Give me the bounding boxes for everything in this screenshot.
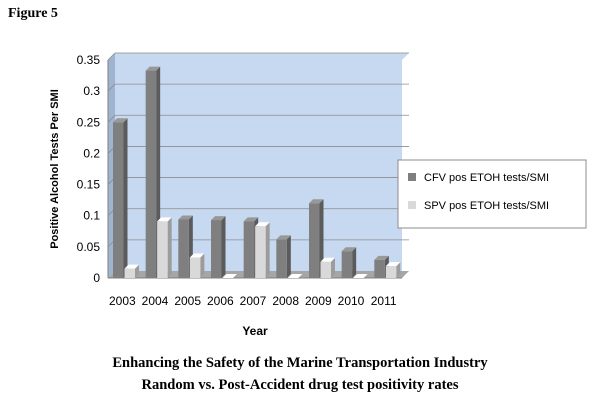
bar: [222, 274, 237, 278]
bar-side: [352, 247, 357, 278]
bar: [211, 216, 226, 278]
bar: [309, 199, 324, 278]
bar: [113, 118, 128, 279]
x-tick-label: 2008: [272, 294, 299, 308]
gridline: [107, 83, 409, 92]
bar-top: [113, 118, 128, 123]
bar-side: [200, 253, 205, 278]
x-tick-label: 2005: [174, 294, 201, 308]
y-tick-label: 0.35: [77, 53, 101, 67]
bar-top: [374, 255, 389, 260]
legend-swatch: [408, 173, 416, 181]
legend-label: SPV pos ETOH tests/SMI: [424, 200, 549, 212]
bar-top: [287, 274, 303, 278]
bar-side: [123, 118, 128, 279]
bar-front: [145, 70, 157, 279]
bar-top: [353, 274, 368, 278]
bar-top: [145, 66, 161, 71]
x-tick-label: 2011: [371, 294, 397, 308]
figure-label: Figure 5: [8, 6, 58, 21]
x-axis-ticks: 2003 2004 2005 2006 2007 2008 2009 2010 2011: [109, 294, 397, 308]
bar: [276, 235, 291, 278]
bar-top: [189, 253, 205, 258]
bar-front: [309, 203, 320, 278]
bar: [255, 222, 270, 278]
y-tick-label: 0.2: [83, 146, 100, 160]
y-tick-label: 0.25: [77, 115, 101, 129]
x-tick-label: 2004: [142, 294, 169, 308]
bar-top: [320, 257, 335, 262]
x-tick-label: 2010: [338, 294, 365, 308]
x-tick-label: 2003: [109, 294, 136, 308]
bar-front: [178, 219, 189, 278]
caption-line-1: Enhancing the Safety of the Marine Trans…: [112, 355, 488, 371]
legend-box: [397, 159, 587, 229]
bar-side: [221, 216, 226, 278]
bar-front: [341, 251, 353, 278]
bar-front: [276, 239, 287, 278]
bar: [385, 262, 401, 278]
bar: [157, 217, 172, 278]
caption-line-2: Random vs. Post-Accident drug test posit…: [141, 377, 459, 393]
bar-top: [222, 274, 237, 278]
bar-top: [124, 264, 139, 269]
y-tick-label: 0.1: [83, 209, 100, 223]
x-tick-label: 2007: [240, 294, 267, 308]
y-tick-label: 0.15: [77, 178, 101, 192]
bar-front: [157, 221, 168, 278]
gridline: [107, 52, 409, 61]
bars: [113, 66, 401, 279]
bar-side: [135, 264, 139, 278]
bar: [287, 274, 303, 278]
bar-side: [167, 217, 172, 278]
bar-side: [396, 262, 401, 278]
bar-top: [385, 262, 401, 267]
y-tick-label: 0.3: [83, 84, 100, 98]
bar-top: [157, 217, 172, 222]
bar-front: [189, 257, 201, 278]
bar-top: [276, 235, 291, 240]
bar-top: [309, 199, 324, 204]
y-tick-label: 0.05: [77, 240, 101, 254]
bar-side: [265, 222, 270, 278]
bar-front: [211, 220, 222, 278]
bar-side: [286, 235, 291, 278]
bar-chart: 00.050.10.150.20.250.30.35 2003 2004 2005 2…: [49, 52, 587, 338]
bar-front: [124, 268, 135, 278]
x-tick-label: 2006: [207, 294, 234, 308]
bar-top: [211, 216, 226, 221]
bar: [341, 247, 357, 278]
bar-front: [113, 122, 124, 279]
x-tick-label: 2009: [305, 294, 332, 308]
bar-front: [320, 261, 331, 278]
bar-front: [255, 226, 266, 278]
y-axis-ticks: 0 0.05 0.1 0.15 0.2 0.25 0.3 0.35: [77, 53, 101, 285]
bar-front: [374, 259, 385, 278]
bar: [353, 274, 368, 278]
legend: CFV pos ETOH tests/SMI SPV pos ETOH tests…: [397, 159, 587, 229]
bar-top: [255, 222, 270, 227]
legend-swatch: [408, 201, 416, 209]
bar-top: [178, 215, 193, 220]
gridline: [107, 114, 409, 123]
bar: [320, 257, 335, 278]
bar-front: [385, 266, 397, 278]
bar-side: [331, 257, 335, 278]
x-axis-label: Year: [242, 324, 268, 338]
bar-top: [341, 247, 357, 252]
bar-side: [319, 199, 324, 278]
bar: [189, 253, 205, 278]
bar-front: [243, 221, 255, 278]
legend-label: CFV pos ETOH tests/SMI: [424, 172, 549, 184]
y-axis-label: Positive Alcohol Tests Per SMI: [49, 89, 61, 249]
bar-top: [243, 217, 259, 222]
bar: [124, 264, 139, 278]
y-tick-label: 0: [93, 271, 100, 285]
